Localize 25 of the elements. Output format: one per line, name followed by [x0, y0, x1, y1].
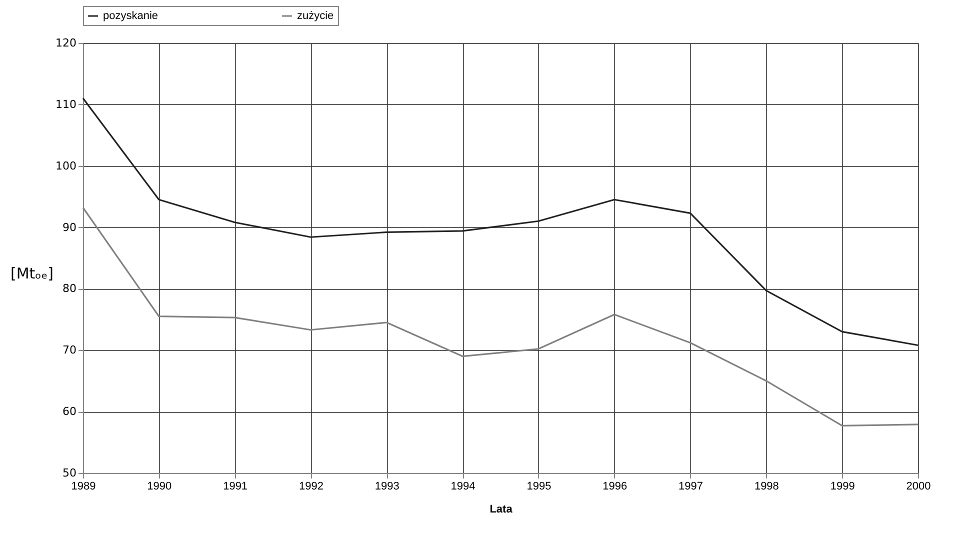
x-tick-label: 1996	[602, 480, 628, 492]
y-tick-label: 120	[56, 36, 76, 50]
y-tick-label: 50	[62, 466, 76, 480]
legend-label: zużycie	[297, 10, 334, 22]
x-tick-label: 1999	[830, 480, 855, 492]
x-tick-label: 1998	[754, 480, 779, 492]
x-tick-label: 1989	[71, 480, 96, 492]
x-tick-label: 1994	[450, 480, 476, 492]
line-series	[82, 97, 919, 346]
y-tick-label: 100	[56, 159, 76, 172]
x-tick-label: 1992	[298, 480, 324, 492]
y-axis-title: [Mtₒₑ]	[10, 264, 54, 282]
x-tick-label: 2000	[906, 480, 931, 492]
y-tick-label: 80	[62, 282, 76, 296]
y-tick-label: 90	[62, 220, 76, 234]
x-tick-label: 1997	[678, 480, 704, 492]
x-tick-label: 1995	[526, 480, 552, 492]
x-tick-label: 1991	[223, 480, 248, 492]
y-tick-label: 110	[56, 98, 76, 111]
legend-label: pozyskanie	[103, 10, 158, 22]
x-tick-label: 1993	[374, 480, 400, 492]
y-tick-label: 70	[62, 344, 76, 357]
y-tick-label: 60	[62, 405, 76, 418]
x-tick-label: 1990	[147, 480, 172, 492]
x-axis-title: Lata	[490, 504, 514, 516]
